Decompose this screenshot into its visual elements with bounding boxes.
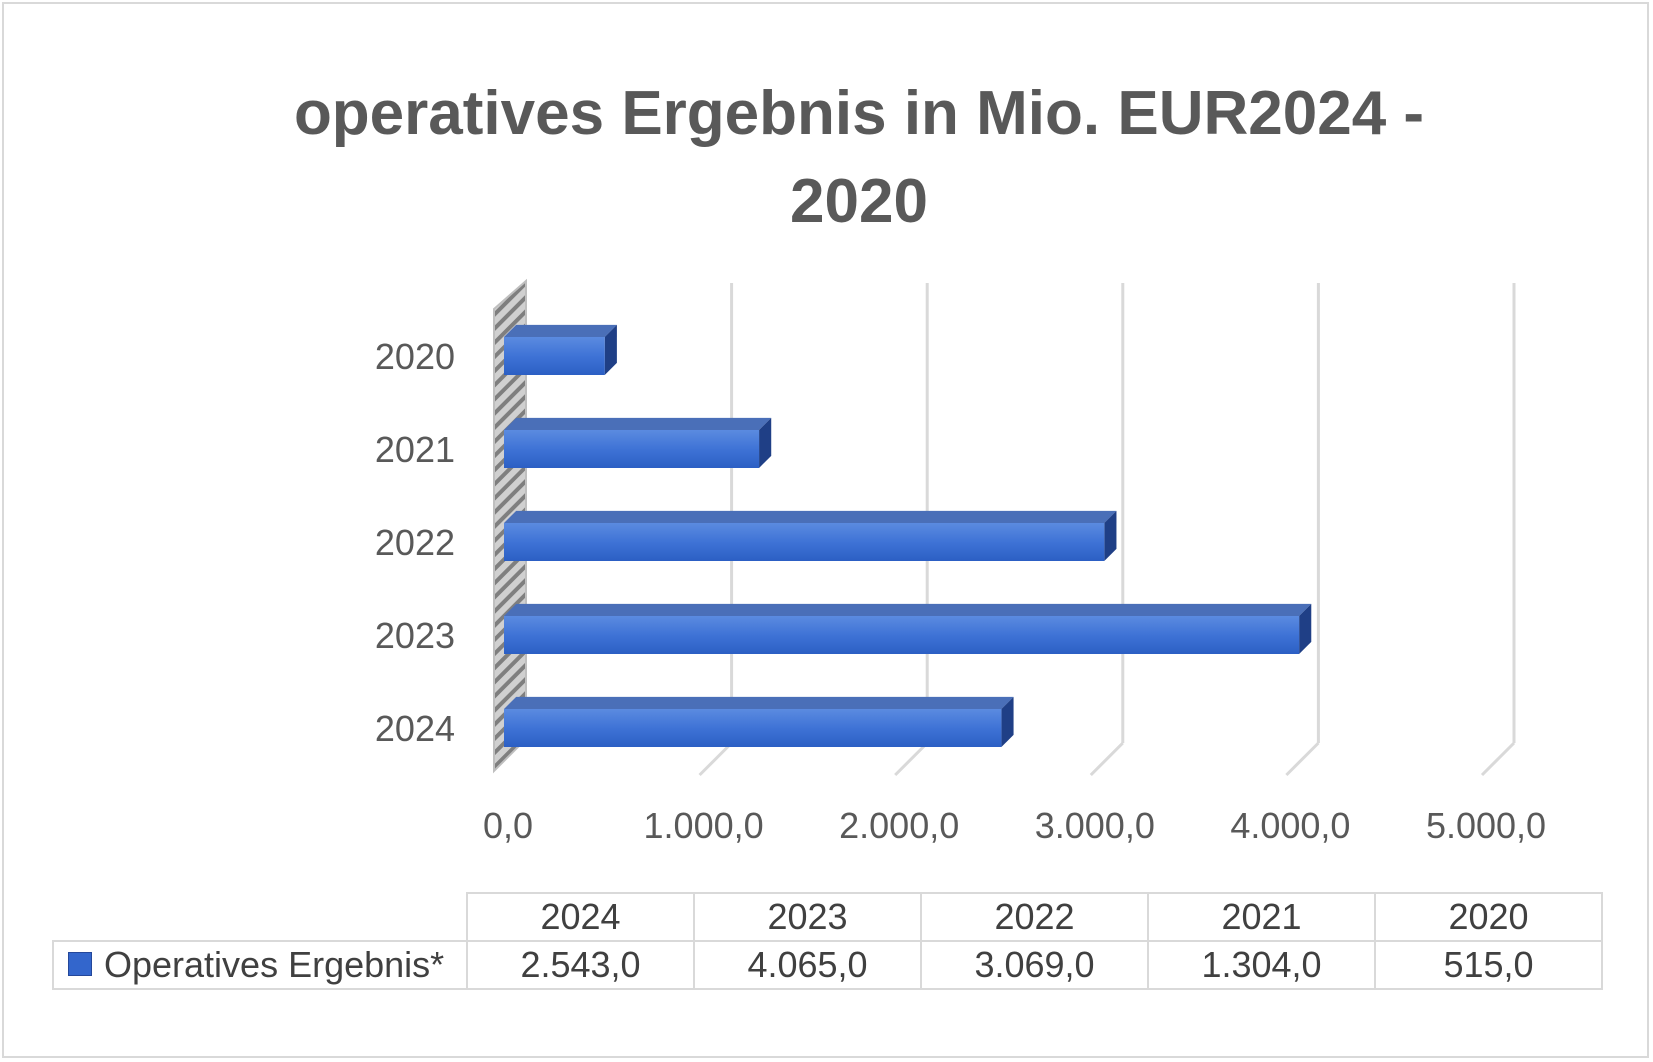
data-table-series-name: Operatives Ergebnis* <box>52 940 468 990</box>
data-table-header-2024: 2024 <box>466 892 695 942</box>
chart-title-line-2: 2020 <box>790 167 928 236</box>
chart-title: operatives Ergebnis in Mio. EUR2024 - 20… <box>0 70 1653 246</box>
x-tick-label-1: 1.000,0 <box>644 805 764 846</box>
chart-title-line-1: operatives Ergebnis in Mio. EUR2024 - <box>293 79 1425 148</box>
gridline-3000 <box>1089 283 1125 777</box>
bar-2021 <box>504 417 772 468</box>
data-table-value-2023: 4.065,0 <box>693 940 922 990</box>
x-tick-label-4: 4.000,0 <box>1230 805 1350 846</box>
y-category-label-2023: 2023 <box>375 615 455 656</box>
data-table-value-2024: 2.543,0 <box>466 940 695 990</box>
x-tick-label-2: 2.000,0 <box>839 805 959 846</box>
y-category-label-2021: 2021 <box>375 429 455 470</box>
gridline-5000 <box>1480 283 1516 777</box>
data-table-corner <box>53 893 467 941</box>
bar-2022 <box>504 510 1117 561</box>
data-table-header-2022: 2022 <box>920 892 1149 942</box>
y-category-label-2022: 2022 <box>375 522 455 563</box>
data-table-header-2020: 2020 <box>1374 892 1603 942</box>
bar-2020 <box>504 324 617 375</box>
data-table-value-2020: 515,0 <box>1374 940 1603 990</box>
data-table-value-2022: 3.069,0 <box>920 940 1149 990</box>
data-table: 2024 2023 2022 2021 2020 Operatives Erge… <box>52 892 1603 990</box>
y-category-label-2024: 2024 <box>375 708 455 749</box>
data-table-value-2021: 1.304,0 <box>1147 940 1376 990</box>
series-name-label: Operatives Ergebnis* <box>104 944 445 985</box>
x-tick-label-0: 0,0 <box>483 805 533 846</box>
legend-key-icon <box>68 952 92 977</box>
gridline-4000 <box>1285 283 1320 777</box>
bar-2023 <box>504 603 1312 654</box>
bar-2024 <box>504 696 1014 747</box>
data-table-series-row: Operatives Ergebnis* 2.543,0 4.065,0 3.0… <box>52 940 1603 990</box>
x-tick-label-3: 3.000,0 <box>1035 805 1155 846</box>
data-table-header-2023: 2023 <box>693 892 922 942</box>
data-table-header-row: 2024 2023 2022 2021 2020 <box>53 892 1603 942</box>
x-tick-label-5: 5.000,0 <box>1426 805 1546 846</box>
data-table-header-2021: 2021 <box>1147 892 1376 942</box>
y-category-label-2020: 2020 <box>375 336 455 377</box>
